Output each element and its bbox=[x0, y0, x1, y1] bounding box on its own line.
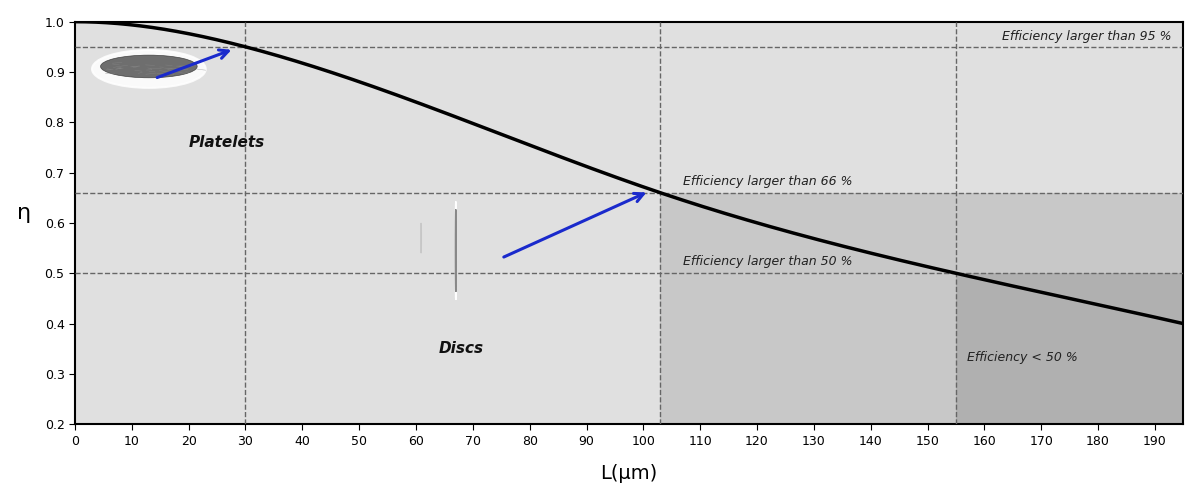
Ellipse shape bbox=[92, 50, 205, 88]
Text: Efficiency larger than 50 %: Efficiency larger than 50 % bbox=[683, 255, 853, 268]
Text: Efficiency larger than 66 %: Efficiency larger than 66 % bbox=[683, 174, 853, 188]
Bar bbox=[956, 274, 1183, 424]
Ellipse shape bbox=[101, 55, 197, 78]
Text: Discs: Discs bbox=[439, 341, 484, 356]
Text: Efficiency larger than 95 %: Efficiency larger than 95 % bbox=[1002, 30, 1172, 43]
Text: Platelets: Platelets bbox=[188, 135, 265, 150]
Bar bbox=[660, 193, 1183, 424]
X-axis label: L(μm): L(μm) bbox=[600, 464, 658, 483]
Text: Efficiency < 50 %: Efficiency < 50 % bbox=[967, 351, 1078, 364]
Y-axis label: η: η bbox=[17, 203, 31, 223]
